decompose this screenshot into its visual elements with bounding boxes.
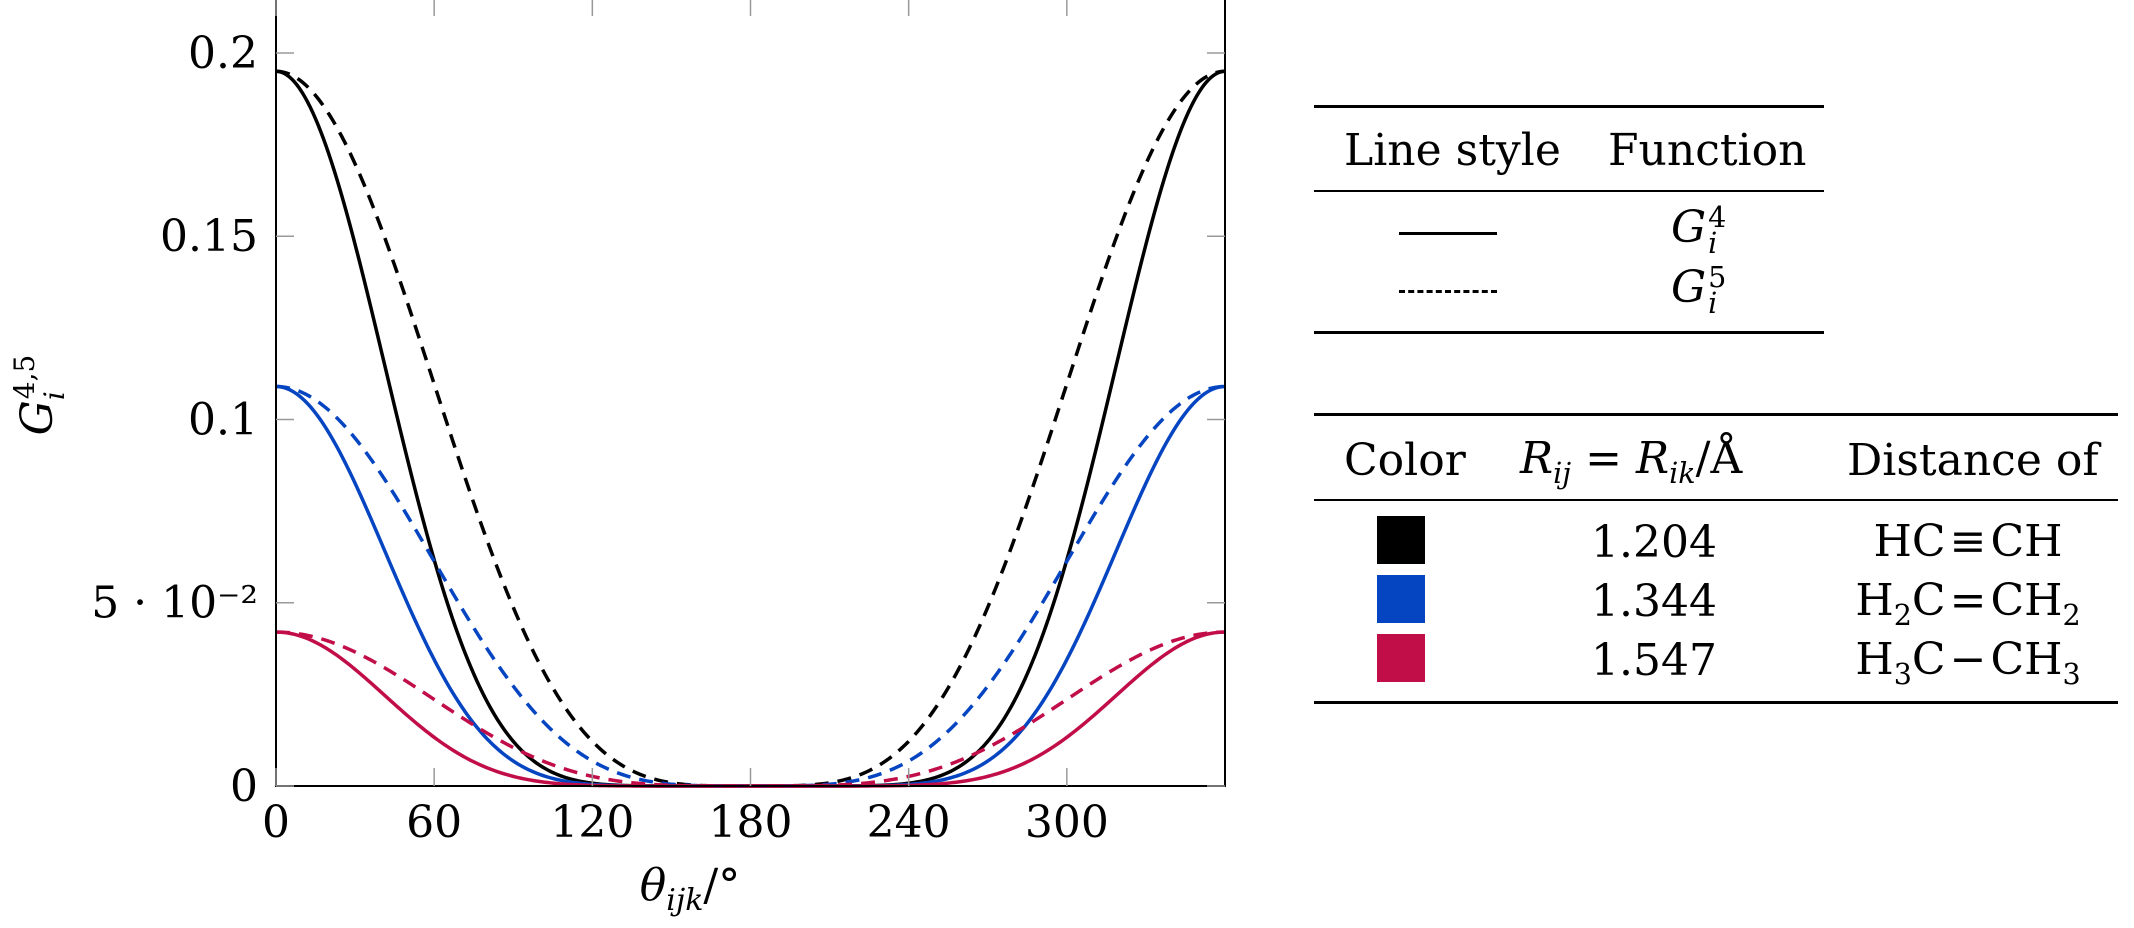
x-tick-label: 300 (1025, 797, 1109, 848)
r-value-1: 1.204 (1591, 517, 1717, 568)
rule-mid (1314, 190, 1824, 192)
rule-bottom (1314, 331, 1824, 334)
header-line-style: Line style (1344, 125, 1561, 176)
x-tick-label: 180 (709, 797, 793, 848)
x-tick-label: 60 (406, 797, 462, 848)
rule-mid (1314, 499, 2118, 501)
x-axis-label: θijk/° (640, 860, 740, 918)
y-tick-label: 0.15 (160, 211, 258, 262)
series-line-6 (275, 630, 1226, 788)
rule-bottom (1314, 701, 2118, 704)
color-legend: Color Rij = Rik/Å Distance of 1.204 HC≡C… (1314, 413, 2118, 705)
series-line-2 (275, 69, 1226, 788)
series-line-5 (275, 630, 1226, 788)
svg-text:Gi4,5: Gi4,5 (8, 355, 71, 436)
x-tick-label: 240 (867, 797, 951, 848)
molecule-ethyne: HC≡CH (1873, 516, 2063, 567)
dashed-line-sample (1399, 290, 1497, 293)
swatch-black (1377, 516, 1425, 564)
header-function: Function (1608, 125, 1807, 176)
y-tick-label: 0.2 (188, 28, 258, 79)
header-r: Rij = Rik/Å (1520, 433, 1743, 490)
y-tick-label: 5 · 10⁻² (91, 578, 258, 629)
swatch-blue (1377, 575, 1425, 623)
plot-frame (275, 0, 1226, 787)
x-tick-label: 0 (262, 797, 290, 848)
chart: 0 60 120 180 240 300 0 5 · 10⁻² 0.1 0.15 0.2 θijk/… (8, 0, 1226, 918)
series-line-4 (275, 384, 1226, 788)
series-line-1 (275, 69, 1226, 788)
swatch-red (1377, 634, 1425, 682)
header-color: Color (1344, 435, 1466, 486)
header-distance: Distance of (1847, 435, 2099, 486)
rule-top (1314, 413, 2118, 416)
r-value-3: 1.547 (1591, 635, 1717, 686)
y-tick-label: 0 (230, 761, 258, 812)
y-axis-label: Gi4,5 (8, 355, 71, 436)
molecule-ethene: H2C=CH2 (1855, 575, 2081, 632)
r-value-2: 1.344 (1591, 576, 1717, 627)
y-tick-label: 0.1 (188, 394, 258, 445)
solid-line-sample (1399, 232, 1497, 235)
molecule-ethane: H3C−CH3 (1855, 634, 2081, 691)
x-tick-label: 120 (550, 797, 634, 848)
rule-top (1314, 105, 1824, 108)
